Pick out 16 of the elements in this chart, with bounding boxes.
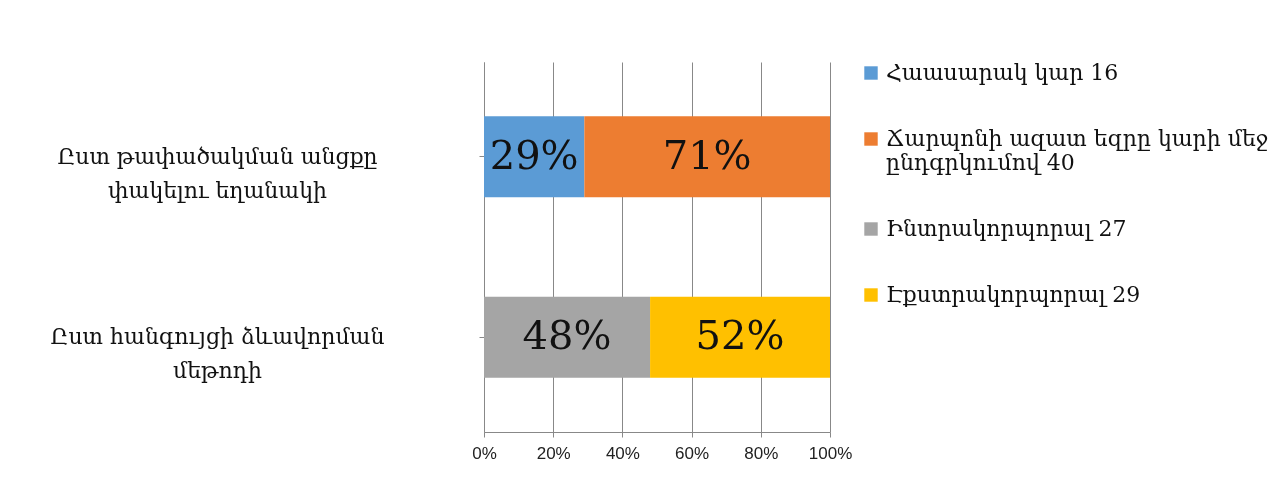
x-tick-label: 60% <box>675 443 710 463</box>
y-tick-label: Ըստ թափածակման անցքը փակելու եղանակի <box>57 143 378 203</box>
data-label: 48% <box>522 312 612 359</box>
y-tick-label: Ըստ հանգույցի ձևավորման մեթոդի <box>50 324 385 384</box>
data-label: 71% <box>662 131 752 178</box>
x-tick-label: 100% <box>808 443 853 463</box>
data-label: 52% <box>695 312 785 359</box>
legend-label: Հաասարակ կար 16 <box>886 60 1119 85</box>
x-tick-label: 80% <box>744 443 779 463</box>
x-tick-label: 40% <box>605 443 640 463</box>
legend-label: Ճարպոնի ազատ եզրը կարի մեջ ընդգրկումով 40 <box>886 126 1269 175</box>
legend-label: Ինտրակորպորալ 27 <box>886 216 1127 241</box>
x-tick-label: 0% <box>472 443 497 463</box>
legend-label: Էքստրակորպորալ 29 <box>886 282 1141 307</box>
x-tick-label: 20% <box>536 443 571 463</box>
data-label: 29% <box>489 131 579 178</box>
